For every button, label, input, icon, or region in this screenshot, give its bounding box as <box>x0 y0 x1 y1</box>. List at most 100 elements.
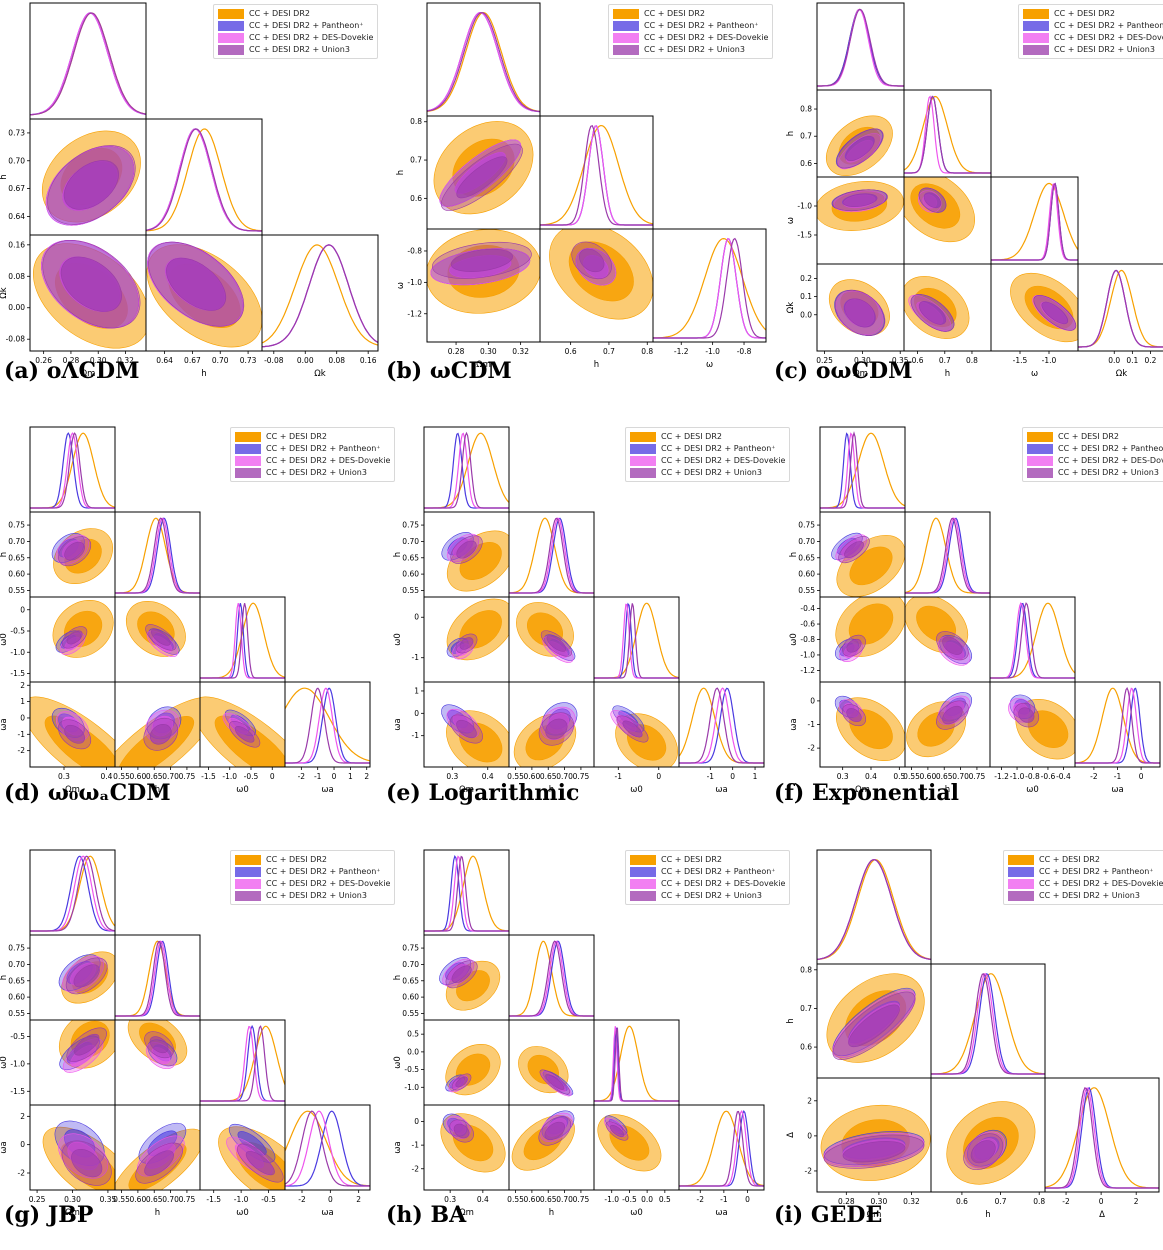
marginal-Ωm-union3 <box>30 12 146 116</box>
marginal-ωa-cc_desi <box>285 1110 370 1187</box>
legend-label: CC + DESI DR2 + DES-Dovekie <box>661 879 786 888</box>
marginal-h-pantheon <box>540 125 653 226</box>
x-tick-label: 0.70 <box>162 772 179 781</box>
x-tick-label: 0.8 <box>641 347 653 356</box>
legend-entry-union3: CC + DESI DR2 + Union3 <box>630 467 785 478</box>
panel-frame <box>1044 1077 1160 1193</box>
contour-ω0-ωa-union3-1sigma <box>245 1150 275 1176</box>
caption-b: (b) ωCDM <box>386 358 512 384</box>
legend-label: CC + DESI DR2 + Union3 <box>266 891 367 900</box>
x-axis-label: ω0 <box>1026 785 1039 795</box>
x-tick-label: -1.0 <box>1010 772 1025 781</box>
x-tick-label: 0.3 <box>444 1195 456 1204</box>
contour-ω0-ωa-union3-1sigma <box>609 1124 625 1138</box>
marginal-Ωk-cc_desi <box>1078 269 1163 348</box>
marginal-ω0-union3 <box>200 603 285 679</box>
legend-label: CC + DESI DR2 <box>644 9 705 18</box>
x-tick-label: 0 <box>1139 772 1144 781</box>
contour-Ωm-ω-union3-1sigma <box>450 248 513 272</box>
contour-Ωm-h-union3-1sigma <box>451 965 472 983</box>
y-tick-label: -1.0 <box>797 202 812 211</box>
panel-frame <box>284 1104 371 1191</box>
contour-ω-Ωk-union3-1sigma <box>1041 301 1069 325</box>
contour-h-ω-union3-1sigma <box>923 192 942 209</box>
legend-i: CC + DESI DR2 CC + DESI DR2 + Pantheon⁺ CC… <box>1003 850 1163 905</box>
x-axis-label: Ωm <box>81 369 96 379</box>
caption-g: (g) JBP <box>4 1202 94 1228</box>
panel-g-3-3: -2 0 2 ωa <box>284 1104 371 1218</box>
y-axis-label: ω <box>396 282 406 289</box>
x-tick-label: -2 <box>298 1195 306 1204</box>
marginal-h-pantheon <box>905 517 990 594</box>
x-tick-label: 0.6 <box>565 347 577 356</box>
y-tick-label: -2 <box>412 1164 420 1173</box>
panel-g-2-1 <box>114 1019 201 1106</box>
legend-label: CC + DESI DR2 <box>661 855 722 864</box>
marginal-ωa-cc_desi <box>679 687 764 764</box>
y-tick-label: 0.75 <box>8 944 25 953</box>
panel-g-3-0: -2 0 2 ωa 0.25 0.30 0.35 Ωm <box>0 1104 116 1218</box>
x-tick-label: 0.70 <box>556 1195 573 1204</box>
legend-b: CC + DESI DR2 CC + DESI DR2 + Pantheon⁺ CC… <box>608 4 774 59</box>
panel-f-2-1 <box>904 596 991 683</box>
x-axis-label: h <box>945 785 950 795</box>
x-tick-label: -1.0 <box>705 347 720 356</box>
panel-g-2-2 <box>199 1019 286 1106</box>
panel-e-1-1 <box>508 511 595 598</box>
panel-e-0-0 <box>423 426 510 513</box>
y-tick-label: 0.70 <box>402 537 419 546</box>
legend-entry-cc_desi: CC + DESI DR2 <box>1008 854 1163 865</box>
x-tick-label: 0 <box>745 1195 750 1204</box>
legend-entry-union3: CC + DESI DR2 + Union3 <box>235 890 390 901</box>
x-tick-label: -1 <box>615 772 623 781</box>
x-axis-label: ωa <box>715 785 727 795</box>
panel-e-2-0: -1 0 ω0 <box>393 596 510 683</box>
x-tick-label: 0.3 <box>446 772 458 781</box>
contour-Ωm-ωa-union3-1sigma <box>71 1148 103 1178</box>
x-tick-label: -1.2 <box>994 772 1009 781</box>
x-tick-label: -1 <box>314 772 322 781</box>
legend-label: CC + DESI DR2 + Pantheon⁺ <box>1039 867 1154 876</box>
y-tick-label: 0.65 <box>8 976 25 985</box>
legend-label: CC + DESI DR2 + DES-Dovekie <box>1058 456 1163 465</box>
marginal-Ωm-des_dovekie <box>820 432 905 509</box>
y-tick-label: 0.75 <box>8 521 25 530</box>
y-axis-label: h <box>0 552 9 557</box>
marginal-h-des_dovekie <box>540 125 653 226</box>
panel-c-2-1 <box>903 176 992 265</box>
legend-entry-pantheon: CC + DESI DR2 + Pantheon⁺ <box>613 20 768 31</box>
marginal-h-union3 <box>509 517 594 594</box>
x-tick-label: 0.4 <box>477 1195 489 1204</box>
panel-f-3-0: -2 -1 0 ωa 0.3 0.4 0.5 Ωm <box>789 681 906 795</box>
y-tick-label: 0.65 <box>798 553 815 562</box>
panel-h-0-0 <box>423 849 510 936</box>
y-tick-label: 2 <box>807 1096 812 1105</box>
panel-frame <box>29 2 147 120</box>
x-tick-label: 0.3 <box>837 772 849 781</box>
x-tick-label: 0.60 <box>130 1195 147 1204</box>
x-tick-label: -1.0 <box>604 1195 619 1204</box>
x-tick-label: 0.70 <box>556 772 573 781</box>
marginal-Ωk-pantheon <box>262 244 378 348</box>
x-tick-label: 0.75 <box>573 772 590 781</box>
x-tick-label: 0.6 <box>956 1197 968 1206</box>
y-axis-label: ω0 <box>789 633 799 646</box>
x-axis-label: Ωm <box>65 1208 80 1218</box>
marginal-ω0-cc_desi <box>594 602 679 679</box>
y-tick-label: -0.08 <box>6 335 26 344</box>
marginal-ωa-cc_desi <box>285 687 370 762</box>
x-tick-label: 0.00 <box>297 356 314 365</box>
marginal-ω-cc_desi <box>991 182 1078 261</box>
legend-entry-cc_desi: CC + DESI DR2 <box>630 431 785 442</box>
legend-label: CC + DESI DR2 + DES-Dovekie <box>661 456 786 465</box>
contour-h-ωa-union3-1sigma <box>545 718 568 740</box>
panel-d-1-1 <box>114 511 201 598</box>
y-tick-label: -0.5 <box>10 1032 25 1041</box>
y-tick-label: -1 <box>412 731 420 740</box>
panel-frame <box>819 426 906 513</box>
contour-Ωm-h-union3-1sigma <box>456 540 477 559</box>
legend-swatch <box>1008 878 1034 889</box>
x-axis-label: Ωk <box>1116 369 1127 379</box>
legend-swatch <box>235 866 261 877</box>
legend-entry-pantheon: CC + DESI DR2 + Pantheon⁺ <box>218 20 373 31</box>
